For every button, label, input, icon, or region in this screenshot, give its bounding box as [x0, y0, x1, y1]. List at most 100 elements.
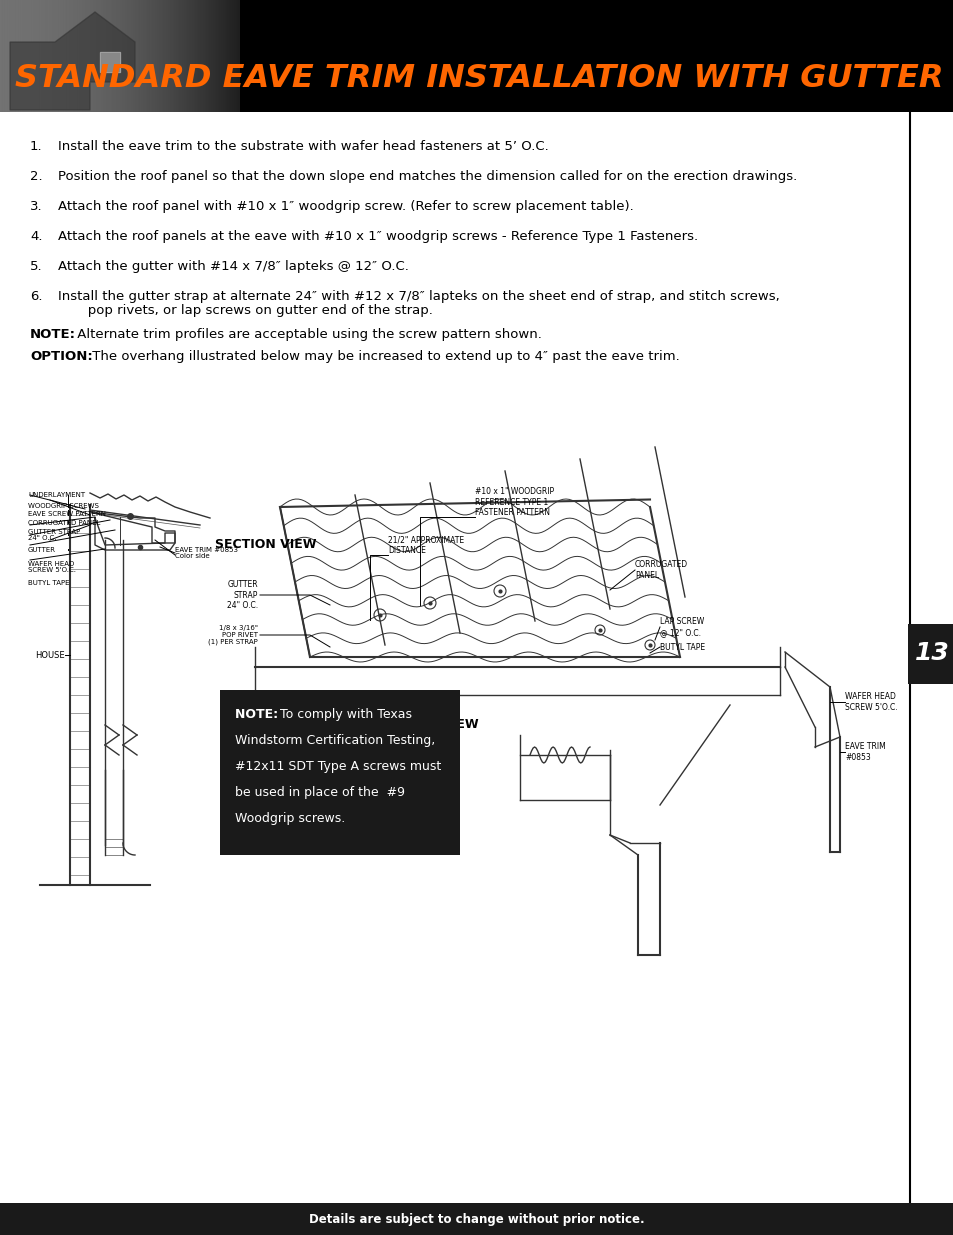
Text: BUTYL TAPE: BUTYL TAPE — [659, 642, 704, 652]
Bar — [137, 0, 138, 112]
Text: 3.: 3. — [30, 200, 43, 212]
Bar — [153, 0, 154, 112]
Bar — [53, 0, 54, 112]
Text: pop rivets, or lap screws on gutter end of the strap.: pop rivets, or lap screws on gutter end … — [58, 304, 433, 317]
Text: BUTYL TAPE: BUTYL TAPE — [28, 580, 70, 585]
Bar — [11, 0, 12, 112]
Text: Attach the gutter with #14 x 7/8″ lapteks @ 12″ O.C.: Attach the gutter with #14 x 7/8″ laptek… — [58, 261, 409, 273]
Bar — [199, 0, 200, 112]
Bar — [156, 0, 157, 112]
Bar — [108, 0, 109, 112]
Bar — [41, 0, 42, 112]
Bar — [90, 0, 91, 112]
Bar — [60, 0, 61, 112]
Bar — [54, 0, 55, 112]
Bar — [22, 0, 23, 112]
Text: NOTE:: NOTE: — [30, 329, 76, 341]
Bar — [88, 0, 89, 112]
Bar — [47, 0, 48, 112]
Bar — [161, 0, 162, 112]
Bar — [111, 0, 112, 112]
Bar — [123, 0, 124, 112]
Bar — [82, 0, 83, 112]
Bar — [96, 0, 97, 112]
Bar — [14, 0, 15, 112]
Bar — [62, 0, 63, 112]
Text: EAVE TRIM
#0853: EAVE TRIM #0853 — [844, 742, 884, 762]
Text: To comply with Texas: To comply with Texas — [280, 708, 412, 721]
Text: GUTTER: GUTTER — [378, 705, 420, 715]
Text: NOTE:: NOTE: — [234, 708, 282, 721]
Bar — [193, 0, 194, 112]
Bar — [42, 0, 43, 112]
Bar — [219, 0, 220, 112]
Bar — [94, 0, 95, 112]
Bar — [170, 0, 171, 112]
Bar — [65, 0, 66, 112]
Bar — [15, 0, 16, 112]
Bar — [32, 0, 33, 112]
Bar — [139, 0, 140, 112]
Bar — [194, 0, 195, 112]
Bar — [160, 0, 161, 112]
Bar — [64, 0, 65, 112]
Bar — [52, 0, 53, 112]
Text: Install the eave trim to the substrate with wafer head fasteners at 5’ O.C.: Install the eave trim to the substrate w… — [58, 140, 548, 153]
Bar — [57, 0, 58, 112]
Bar — [122, 0, 123, 112]
Bar — [84, 0, 85, 112]
Bar — [185, 0, 186, 112]
Bar — [144, 0, 145, 112]
Bar — [1, 0, 2, 112]
Bar — [100, 0, 101, 112]
Text: Install the gutter strap at alternate 24″ with #12 x 7/8″ lapteks on the sheet e: Install the gutter strap at alternate 24… — [58, 290, 779, 303]
Text: HOUSE: HOUSE — [35, 651, 65, 659]
Bar — [50, 0, 51, 112]
Bar — [192, 0, 193, 112]
Bar — [234, 0, 235, 112]
Bar — [152, 0, 153, 112]
Bar — [232, 0, 233, 112]
Bar — [107, 0, 108, 112]
Bar — [5, 0, 6, 112]
Bar — [189, 0, 190, 112]
Text: be used in place of the  #9: be used in place of the #9 — [234, 785, 405, 799]
Bar — [154, 0, 156, 112]
Bar — [215, 0, 216, 112]
Bar — [186, 0, 187, 112]
Bar — [198, 0, 199, 112]
Bar — [151, 0, 152, 112]
Bar — [221, 0, 222, 112]
Bar — [228, 0, 229, 112]
Bar — [6, 0, 7, 112]
Bar — [116, 0, 117, 112]
Bar — [37, 0, 38, 112]
Bar — [25, 0, 26, 112]
Bar — [165, 0, 166, 112]
Bar — [55, 0, 56, 112]
Bar — [159, 0, 160, 112]
Bar — [148, 0, 149, 112]
Bar — [16, 0, 17, 112]
Bar — [212, 0, 213, 112]
Bar — [83, 0, 84, 112]
Bar — [13, 0, 14, 112]
Bar — [205, 0, 206, 112]
Bar — [184, 0, 185, 112]
Bar — [147, 0, 148, 112]
Bar — [98, 0, 99, 112]
Bar — [173, 0, 174, 112]
Bar — [218, 0, 219, 112]
Text: CORRUGATED PANEL: CORRUGATED PANEL — [28, 520, 100, 526]
Bar — [166, 0, 167, 112]
Bar — [183, 0, 184, 112]
Bar — [70, 0, 71, 112]
Bar — [143, 0, 144, 112]
Bar — [101, 0, 102, 112]
Bar — [179, 0, 180, 112]
Text: Attach the roof panels at the eave with #10 x 1″ woodgrip screws - Reference Typ: Attach the roof panels at the eave with … — [58, 230, 698, 243]
Bar — [126, 0, 127, 112]
Bar — [110, 0, 111, 112]
Bar — [48, 0, 49, 112]
Bar — [67, 0, 68, 112]
